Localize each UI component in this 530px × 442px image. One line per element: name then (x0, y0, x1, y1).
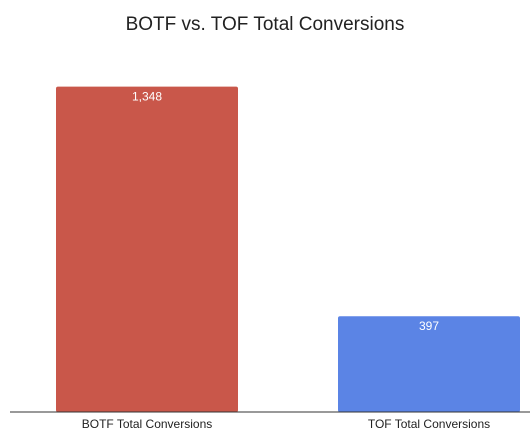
data-label-0: 1,348 (132, 90, 162, 104)
category-label-1: TOF Total Conversions (368, 417, 490, 431)
chart-title: BOTF vs. TOF Total Conversions (125, 14, 405, 35)
bar-1 (338, 316, 520, 412)
labels-group: 1,348 BOTF Total Conversions 397 TOF Total … (82, 90, 490, 431)
bars-group (56, 86, 520, 412)
bar-0 (56, 86, 238, 412)
data-label-1: 397 (419, 319, 439, 333)
category-label-0: BOTF Total Conversions (82, 417, 213, 431)
